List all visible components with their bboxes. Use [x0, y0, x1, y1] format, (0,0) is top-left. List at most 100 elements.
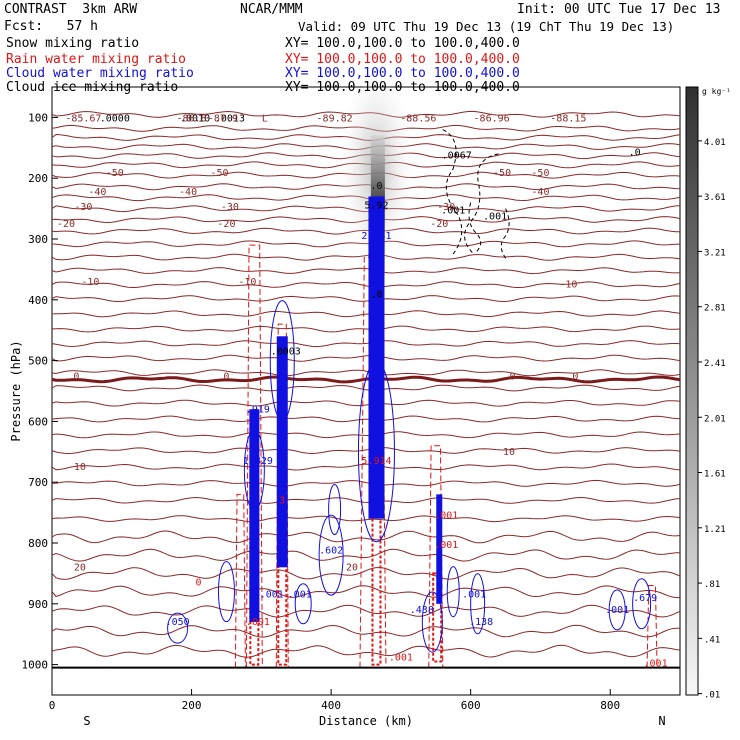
- annotation-label: .0067: [442, 151, 472, 162]
- isotherm-label: 10: [503, 447, 515, 458]
- y-tick-label: 400: [28, 294, 48, 307]
- y-tick-label: 700: [28, 476, 48, 489]
- cloud-water-contour: [421, 591, 443, 653]
- isotherm-line: [51, 566, 681, 580]
- isotherm-label: -10: [559, 280, 577, 291]
- cloud-water-core: [249, 409, 260, 623]
- model-title: CONTRAST 3km ARW: [4, 2, 138, 17]
- colorbar-tick-label: .81: [704, 580, 720, 590]
- colorbar-tick-label: 3.61: [704, 193, 726, 203]
- isotherm-line: [51, 479, 681, 487]
- forecast-hour: Fcst: 57 h: [4, 19, 98, 34]
- isotherm-label: -40: [531, 187, 549, 198]
- cloud-water-contour: [632, 578, 652, 630]
- isotherm-label: -86.8: [177, 114, 207, 125]
- cloud-water-contour: [243, 429, 265, 511]
- isotherm-line: [51, 447, 681, 455]
- isotherm-label: -87.9: [208, 114, 238, 125]
- isotherm-label: -88.56: [400, 114, 436, 125]
- annotation-label: .0: [370, 289, 382, 300]
- annotation-label: .001: [483, 212, 507, 223]
- annotation-label: .0000: [100, 114, 130, 125]
- isotherm-line: [51, 340, 681, 348]
- cloud-ice-contour: [442, 129, 463, 255]
- isotherm-line: [51, 415, 681, 423]
- isotherm-line: [51, 644, 681, 658]
- isotherm-line: [51, 530, 681, 544]
- isotherm-line: [51, 295, 681, 303]
- cloud-water-core: [436, 494, 443, 604]
- annotation-label: .0: [370, 181, 382, 192]
- isotherm-label: 0: [73, 371, 79, 382]
- isotherm-label: -86.96: [474, 114, 510, 125]
- y-tick-label: 900: [28, 598, 48, 611]
- annotation-label: 5.914: [361, 456, 391, 467]
- colorbar-tick-label: 4.01: [704, 138, 726, 148]
- colorbar-tick-label: 2.41: [704, 359, 726, 369]
- annotation-label: .0: [629, 148, 641, 159]
- isotherm-line: [51, 496, 681, 504]
- annotation-label: .602: [319, 545, 343, 556]
- colorbar-unit-label: g kg⁻¹: [702, 87, 731, 96]
- annotation-label: .050: [166, 617, 190, 628]
- cloud-water-contour: [217, 561, 235, 623]
- isotherm-label: -50: [210, 168, 228, 179]
- colorbar-tick-label: .01: [704, 691, 720, 701]
- isotherm-label: -88.15: [550, 114, 586, 125]
- annotation-label: 2.731: [361, 231, 391, 242]
- field-label-cloudice: Cloud ice mixing ratio: [6, 80, 179, 95]
- isotherm-line: [51, 463, 681, 471]
- isotherm-line: [51, 548, 680, 562]
- field-xy-cloudwater: XY= 100.0,100.0 to 100.0,400.0: [285, 66, 520, 81]
- x-axis-title: Distance (km): [319, 714, 413, 728]
- cloud-water-contour: [167, 612, 189, 644]
- isotherm-label: 10: [74, 462, 86, 473]
- annotation-label: .001: [246, 617, 270, 628]
- isotherm-label: 0: [572, 371, 578, 382]
- isotherm-line: [51, 604, 681, 618]
- x-tick-label: 400: [321, 699, 341, 712]
- x-tick-label: 0: [49, 699, 56, 712]
- isotherm-label: -30: [74, 202, 92, 213]
- colorbar-tick-label: 2.81: [704, 304, 726, 314]
- isotherm-line: [51, 624, 680, 638]
- valid-time: Valid: 09 UTC Thu 19 Dec 13 (19 ChT Thu …: [298, 19, 675, 34]
- colorbar-tick-label: .41: [704, 635, 720, 645]
- field-label-rain: Rain water mixing ratio: [6, 52, 187, 67]
- rain-contour: [245, 244, 263, 668]
- init-time: Init: 00 UTC Tue 17 Dec 13: [517, 2, 721, 17]
- x-tick-label: 200: [182, 699, 202, 712]
- field-xy-rain: XY= 100.0,100.0 to 100.0,400.0: [285, 52, 520, 67]
- x-tick-label: 800: [600, 699, 620, 712]
- isotherm-label: -50: [106, 168, 124, 179]
- isotherm-label: 20: [74, 562, 86, 573]
- annotation-label: .001: [434, 511, 458, 522]
- colorbar-tick-label: 2.01: [704, 414, 726, 424]
- isotherm-line: [51, 399, 681, 407]
- cloud-water-core: [276, 336, 288, 568]
- y-tick-label: 100: [28, 111, 48, 124]
- annotation-label: 3: [279, 495, 285, 506]
- annotation-label: .001: [434, 540, 458, 551]
- isotherm-label: 0: [510, 371, 516, 382]
- isotherm-label: 0: [223, 371, 229, 382]
- cloud-ice-contour: [500, 208, 510, 261]
- y-tick-label: 300: [28, 233, 48, 246]
- annotation-label: .438: [410, 605, 434, 616]
- field-xy-cloudice: XY= 100.0,100.0 to 100.0,400.0: [285, 80, 520, 95]
- cloud-water-core: [368, 196, 385, 519]
- cloud-water-contour: [446, 566, 460, 618]
- annotation-label: .0003: [271, 347, 301, 358]
- field-label-snow: Snow mixing ratio: [6, 36, 140, 51]
- annotation-label: .001: [288, 590, 312, 601]
- isotherm-line: [51, 354, 681, 362]
- y-tick-label: 200: [28, 172, 48, 185]
- isotherm-label: -20: [57, 219, 75, 230]
- isotherm-label: -40: [88, 187, 106, 198]
- cloud-water-contour: [470, 573, 486, 635]
- annotation-label: 5.92: [364, 201, 388, 212]
- annotation-label: .001: [260, 590, 284, 601]
- annotation-label: .001: [441, 205, 465, 216]
- axis-end-label-north: N: [658, 714, 665, 728]
